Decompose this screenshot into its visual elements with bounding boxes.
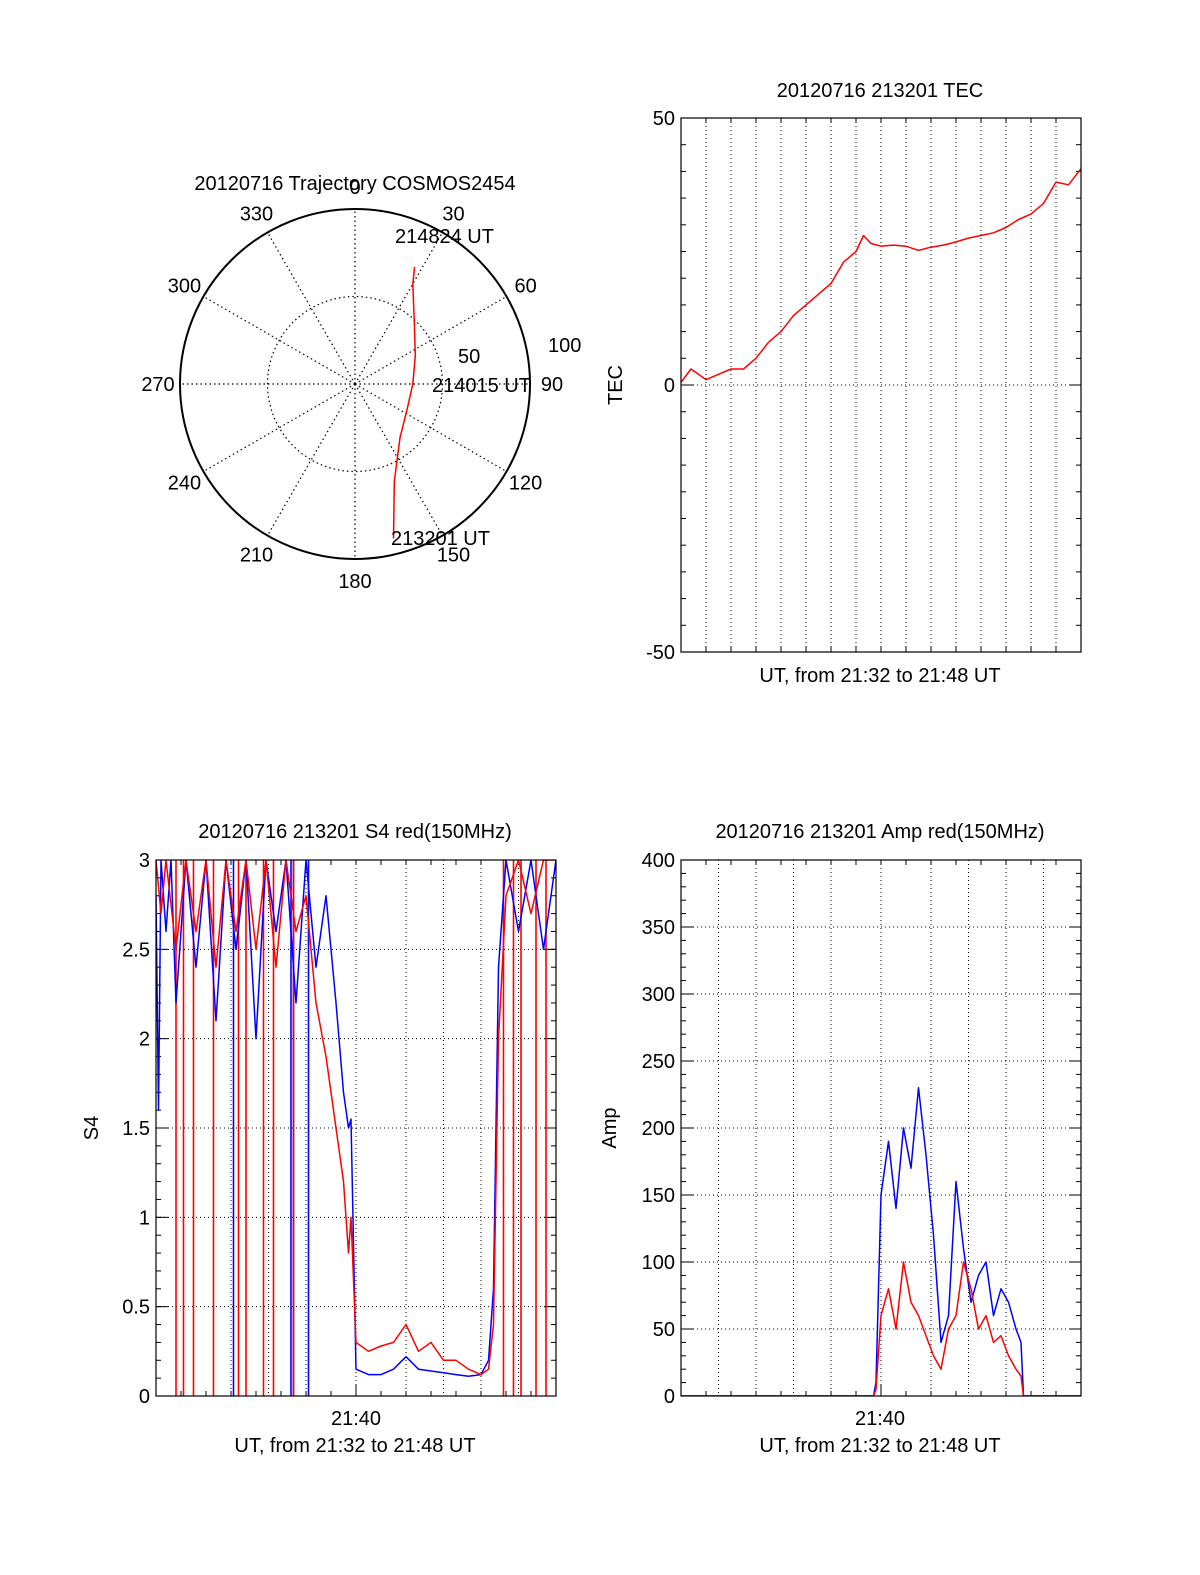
s4-series-blue (156, 860, 556, 1378)
s4-ytick-label: 2 (139, 1029, 150, 1051)
polar-angle-label: 300 (168, 276, 201, 298)
amp-xtick-label: 21:40 (855, 1408, 905, 1430)
polar-radius-label-100: 100 (548, 335, 581, 357)
polar-radius-label-50: 50 (458, 346, 480, 368)
s4-chart: 20120716 213201 S4 red(150MHz) S4 21:40 … (81, 821, 557, 1457)
polar-angle-label: 330 (240, 203, 273, 225)
tec-ylabel: TEC (605, 365, 627, 405)
polar-angle-label: 60 (514, 276, 536, 298)
polar-start-label: 213201 UT (391, 528, 490, 550)
amp-ytick-label: 300 (642, 984, 675, 1006)
amp-series-red (681, 1261, 1081, 1396)
amp-ytick-label: 100 (642, 1252, 675, 1274)
s4-ytick-label: 0.5 (122, 1297, 150, 1319)
polar-angle-label: 90 (541, 374, 563, 396)
s4-ytick-label: 2.5 (122, 939, 150, 961)
tec-ytick-label: -50 (646, 642, 675, 664)
polar-end-label: 214824 UT (395, 226, 494, 248)
amp-frame (680, 859, 1082, 1397)
amp-chart: 20120716 213201 Amp red(150MHz) Amp 21:4… (599, 821, 1082, 1457)
amp-ytick-label: 250 (642, 1051, 675, 1073)
polar-spoke (203, 383, 356, 473)
polar-mid-label: 214015 UT (432, 375, 531, 397)
s4-dropouts (175, 860, 547, 1396)
polar-angle-label: 240 (168, 473, 201, 495)
s4-ytick-label: 0 (139, 1386, 150, 1408)
polar-angle-label: 0 (349, 177, 360, 199)
polar-spoke (266, 383, 356, 536)
s4-frame (155, 859, 557, 1397)
polar-trajectory-line (392, 267, 417, 539)
polar-trajectory-path (392, 267, 417, 539)
s4-ylabel: S4 (81, 1116, 103, 1140)
polar-angle-label: 120 (509, 473, 542, 495)
polar-spoke (354, 295, 507, 385)
amp-series-blue (681, 1087, 1081, 1396)
tec-chart: 20120716 213201 TEC TEC UT, from 21:32 t… (605, 80, 1082, 687)
amp-ytick-label: 400 (642, 850, 675, 872)
amp-title: 20120716 213201 Amp red(150MHz) (715, 821, 1044, 843)
polar-outer-circle (179, 208, 531, 560)
polar-angle-labels: 0 30 60 90 120 150 180 210 240 270 300 330 (141, 177, 563, 593)
amp-ytick-label: 350 (642, 917, 675, 939)
s4-ytick-label: 1.5 (122, 1118, 150, 1140)
s4-ytick-label: 1 (139, 1207, 150, 1229)
s4-series-red (156, 860, 556, 1376)
polar-grid (179, 208, 531, 560)
amp-series (681, 1087, 1081, 1396)
s4-title: 20120716 213201 S4 red(150MHz) (198, 821, 512, 843)
s4-xlabel: UT, from 21:32 to 21:48 UT (234, 1435, 475, 1457)
tec-title: 20120716 213201 TEC (777, 80, 983, 102)
tec-ytick-label: 50 (653, 108, 675, 130)
polar-angle-label: 30 (442, 203, 464, 225)
s4-xtick-label: 21:40 (331, 1408, 381, 1430)
tec-frame (680, 117, 1082, 653)
s4-series (156, 860, 556, 1378)
polar-angle-label: 210 (240, 545, 273, 567)
amp-ytick-label: 0 (664, 1386, 675, 1408)
tec-ytick-label: 0 (664, 375, 675, 397)
tec-series-red (681, 168, 1081, 383)
polar-angle-label: 270 (141, 374, 174, 396)
polar-trajectory-chart: 20120716 Trajectory COSMOS2454 0 30 60 90 12… (141, 173, 581, 593)
polar-spoke (354, 232, 444, 385)
s4-ytick-label: 3 (139, 850, 150, 872)
tec-series (681, 168, 1081, 383)
polar-title: 20120716 Trajectory COSMOS2454 (194, 173, 515, 195)
polar-angle-label: 180 (338, 571, 371, 593)
amp-ylabel: Amp (599, 1107, 621, 1148)
amp-ytick-label: 200 (642, 1118, 675, 1140)
amp-ytick-label: 150 (642, 1185, 675, 1207)
amp-xlabel: UT, from 21:32 to 21:48 UT (759, 1435, 1000, 1457)
polar-inner-circle (266, 295, 444, 473)
amp-ytick-label: 50 (653, 1319, 675, 1341)
tec-xlabel: UT, from 21:32 to 21:48 UT (759, 665, 1000, 687)
polar-angle-label: 150 (437, 545, 470, 567)
